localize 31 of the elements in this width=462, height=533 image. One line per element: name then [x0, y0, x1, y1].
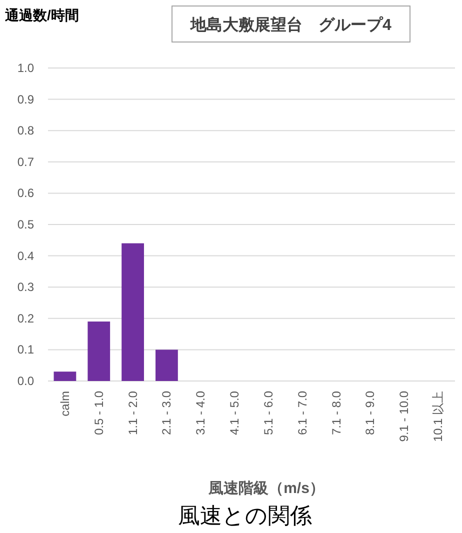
y-tick-label: 0.7	[17, 154, 34, 169]
x-tick-label: 4.1 - 5.0	[228, 390, 242, 436]
y-axis-title: 通過数/時間	[4, 7, 79, 23]
x-tick-label: 6.1 - 7.0	[295, 390, 310, 436]
x-tick-label: 0.5 - 1.0	[92, 390, 106, 436]
bar	[88, 322, 110, 381]
y-tick-label: 1.0	[17, 61, 34, 75]
y-tick-label: 0.8	[17, 124, 34, 138]
x-tick-label: 9.1 - 10.0	[397, 390, 412, 442]
x-tick-label: 7.1 - 8.0	[329, 390, 344, 436]
y-tick-label: 0.5	[17, 218, 34, 232]
text: 風速との関係	[178, 503, 312, 528]
bar	[122, 243, 144, 381]
x-tick-label: 2.1 - 3.0	[160, 390, 174, 436]
x-tick-label: 1.1 - 2.0	[126, 390, 140, 436]
x-tick-label: 5.1 - 6.0	[261, 390, 276, 436]
x-axis-title: 風速階級（m/s）	[208, 480, 324, 497]
bar	[156, 350, 178, 381]
x-tick-label: 8.1 - 9.0	[363, 390, 378, 436]
y-tick-label: 0.2	[17, 311, 34, 326]
y-tick-label: 0.4	[17, 248, 34, 263]
y-tick-label: 0.0	[17, 374, 34, 388]
y-tick-label: 0.9	[17, 92, 34, 106]
x-tick-label: calm	[58, 391, 72, 416]
y-tick-label: 0.1	[17, 342, 34, 357]
bar	[54, 372, 76, 381]
chart-subtitle: 地島大敷展望台 グループ4	[190, 16, 392, 34]
x-tick-label: 3.1 - 4.0	[194, 390, 208, 436]
y-tick-label: 0.6	[17, 186, 34, 200]
x-tick-label: 10.1 以上	[431, 391, 446, 442]
y-tick-label: 0.3	[17, 280, 34, 294]
